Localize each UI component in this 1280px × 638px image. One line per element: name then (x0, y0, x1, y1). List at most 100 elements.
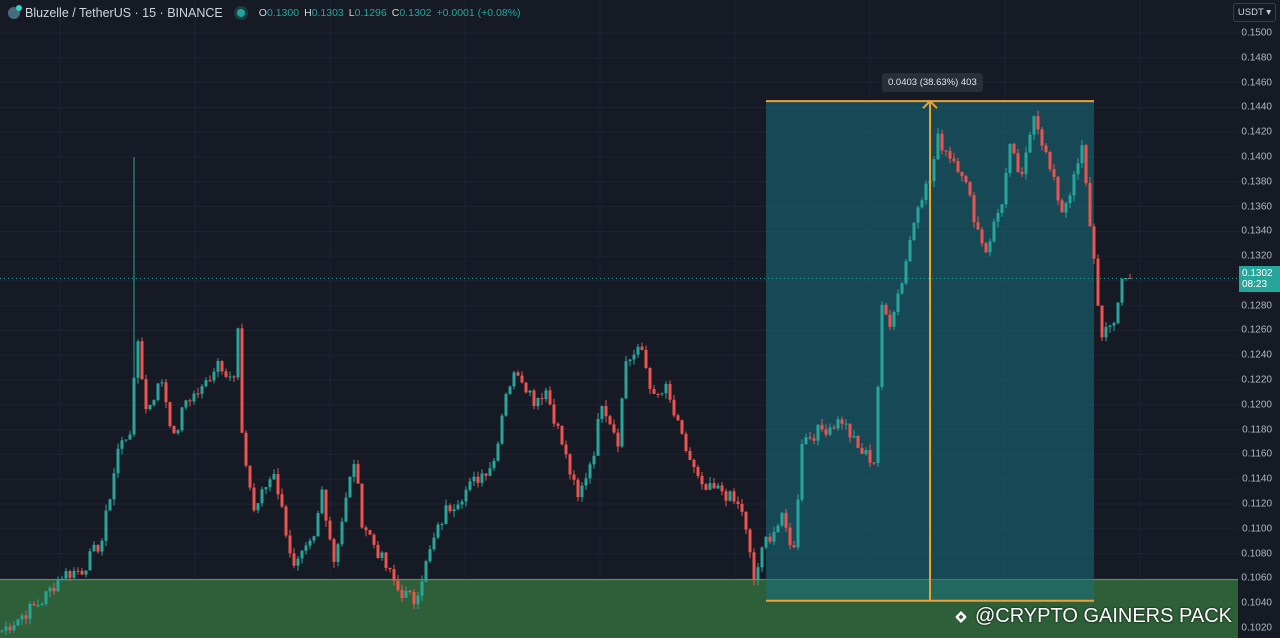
candle-body (728, 491, 732, 501)
candle-body (516, 372, 520, 376)
candle-body (604, 406, 608, 417)
candle-body (788, 527, 792, 546)
candle-body (1048, 152, 1052, 170)
candle-body (948, 150, 952, 159)
candle-body (260, 489, 264, 504)
watermark: @CRYPTO GAINERS PACK (953, 605, 1232, 628)
price-tick: 0.1040 (1241, 597, 1272, 609)
candle-body (424, 561, 428, 582)
candle-body (40, 603, 44, 605)
candle-body (716, 485, 720, 489)
candle-body (372, 534, 376, 545)
bluzelle-logo-icon (8, 5, 22, 19)
candle-body (672, 399, 676, 416)
candle-body (1036, 116, 1040, 130)
candle-body (916, 207, 920, 223)
candle-body (336, 544, 340, 562)
candle-body (1040, 129, 1044, 146)
candle-body (364, 527, 368, 531)
candle-body (200, 386, 204, 394)
symbol-title[interactable]: Bluzelle / TetherUS · 15 · BINANCE (25, 6, 223, 20)
candle-body (844, 423, 848, 425)
candle-body (348, 476, 352, 498)
candle-body (400, 589, 404, 598)
candle-body (796, 499, 800, 548)
candle-body (376, 544, 380, 558)
candle-body (232, 376, 236, 378)
candle-body (408, 590, 412, 593)
symbol-legend: Bluzelle / TetherUS · 15 · BINANCE O0.13… (8, 5, 521, 20)
candle-body (512, 372, 516, 387)
candle-body (712, 483, 716, 489)
candle-body (352, 464, 356, 477)
candle-body (608, 416, 612, 425)
candle-body (668, 383, 672, 400)
candle-body (468, 481, 472, 490)
candle-body (224, 371, 228, 377)
candle-body (632, 354, 636, 360)
candle-body (0, 630, 4, 632)
candle-body (820, 424, 824, 430)
candle-body (1004, 173, 1008, 205)
candle-body (32, 603, 36, 606)
candle-body (616, 432, 620, 447)
candle-body (60, 578, 64, 580)
candle-body (248, 465, 252, 488)
candle-body (592, 455, 596, 465)
candle-body (652, 389, 656, 394)
candle-body (492, 460, 496, 469)
candle-body (1056, 176, 1060, 201)
candle-body (1108, 325, 1112, 327)
candle-body (1068, 195, 1072, 203)
market-status-icon[interactable] (236, 9, 245, 17)
candle-body (1096, 258, 1100, 306)
candle-body (160, 382, 164, 384)
candle-body (988, 241, 992, 253)
candle-body (324, 489, 328, 521)
candle-body (48, 587, 52, 592)
candle-body (164, 382, 168, 403)
currency-dropdown[interactable]: USDT ▾ (1232, 3, 1276, 22)
price-tick: 0.1400 (1241, 151, 1272, 163)
candle-body (696, 467, 700, 476)
price-tick: 0.1460 (1241, 77, 1272, 89)
candle-body (88, 551, 92, 571)
candle-body (484, 473, 488, 476)
candle-body (912, 222, 916, 240)
candle-body (848, 423, 852, 438)
candle-body (996, 212, 1000, 222)
candle-body (944, 150, 948, 152)
candle-body (900, 283, 904, 294)
price-tick: 0.1180 (1242, 424, 1272, 436)
candle-body (320, 489, 324, 514)
candle-body (184, 400, 188, 408)
price-tick: 0.1360 (1241, 201, 1272, 213)
candle-body (392, 569, 396, 581)
price-tick: 0.1260 (1241, 324, 1272, 336)
candle-body (708, 483, 712, 490)
candle-body (152, 400, 156, 405)
candle-body (612, 424, 616, 433)
candle-body (576, 479, 580, 498)
candle-body (544, 390, 548, 400)
candle-body (1120, 278, 1124, 303)
price-tick: 0.1440 (1241, 101, 1272, 113)
candle-body (452, 509, 456, 512)
candle-body (664, 383, 668, 394)
candle-body (228, 376, 232, 378)
candle-body (816, 424, 820, 441)
candle-body (812, 438, 816, 441)
candle-body (168, 402, 172, 426)
candle-body (964, 176, 968, 183)
candle-body (924, 183, 928, 201)
candle-body (496, 443, 500, 461)
candle-body (700, 475, 704, 485)
candle-body (636, 346, 640, 355)
candle-body (1032, 116, 1036, 135)
candle-body (8, 626, 12, 631)
candle-body (24, 615, 28, 619)
candle-body (344, 497, 348, 522)
candle-body (132, 377, 136, 435)
measure-arrow-icon (922, 99, 938, 109)
